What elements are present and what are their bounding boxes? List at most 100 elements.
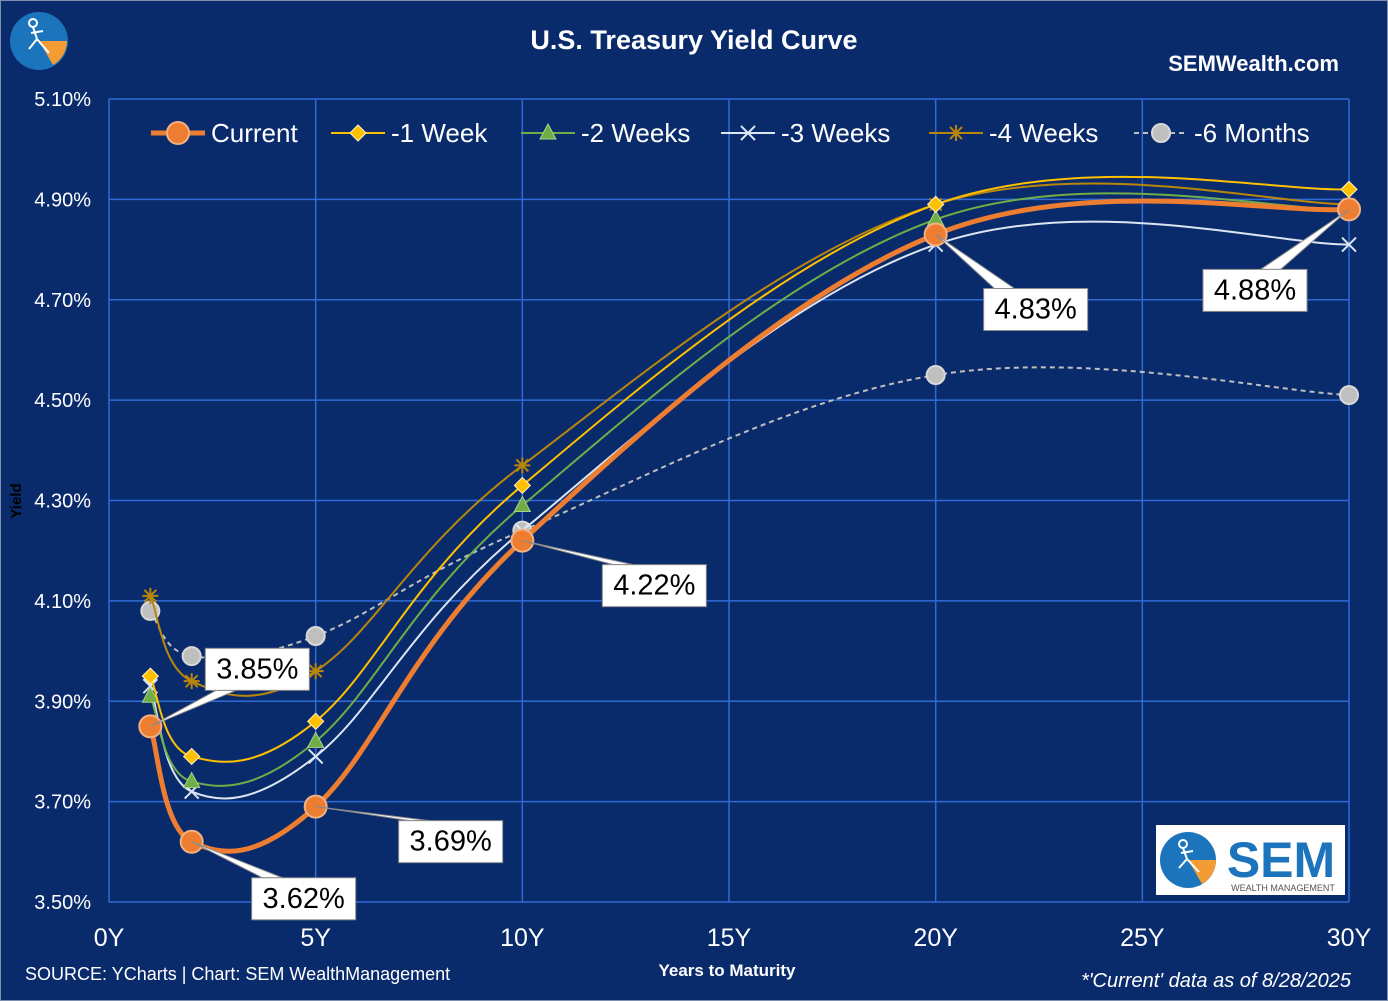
callout-label: 4.22% [613, 570, 695, 602]
series-line [149, 192, 1350, 787]
callout-box [983, 288, 1089, 332]
callout: 4.88% [1202, 208, 1350, 312]
series-4-weeks [142, 182, 1357, 697]
series-2-weeks [141, 192, 1358, 789]
y-tick-label: 3.70% [34, 792, 91, 814]
legend-label: -6 Months [1194, 118, 1310, 148]
legend-item-2-weeks: -2 Weeks [521, 118, 690, 148]
legend-marker [349, 124, 367, 142]
legend-item-3-weeks: -3 Weeks [721, 118, 890, 148]
x-tick-label: 20Y [913, 924, 958, 952]
callouts: 3.85% 3.62% 3.69% 4.22% 4.83% 4.88% [150, 208, 1350, 921]
callout-box [251, 877, 357, 921]
axis-tick-labels: 3.50% 3.70% 3.90% 4.10% 4.30% 4.50% 4.70% 4.90%… [34, 89, 1371, 952]
legend: Current -1 Week -2 Weeks -3 Weeks -4 Weeks -6… [151, 118, 1310, 148]
callout-box [204, 647, 310, 691]
callout-label: 3.69% [410, 826, 492, 858]
y-tick-label: 4.50% [34, 390, 91, 412]
legend-item-current: Current [151, 118, 298, 148]
callout: 3.85% [150, 647, 310, 727]
x-tick-label: 0Y [94, 924, 125, 952]
series-line [149, 182, 1350, 697]
series-line [149, 220, 1350, 800]
series-line [149, 175, 1350, 763]
data-point [513, 495, 532, 513]
callout-box [398, 820, 504, 864]
y-tick-label: 3.50% [34, 892, 91, 914]
legend-label: -4 Weeks [989, 118, 1098, 148]
y-tick-label: 4.10% [34, 591, 91, 613]
data-point [182, 771, 201, 789]
y-tick-label: 4.90% [34, 189, 91, 211]
as-of-note: *'Current' data as of 8/28/2025 [1081, 970, 1352, 992]
data-point [925, 365, 946, 386]
legend-label: -3 Weeks [781, 118, 890, 148]
sem-logo: SEM WEALTH MANAGEMENT [1156, 825, 1345, 895]
data-point [141, 667, 160, 685]
data-point [141, 686, 160, 703]
grid [108, 98, 1350, 903]
y-axis-label: Yield [8, 483, 25, 518]
callout-label: 4.83% [995, 294, 1077, 326]
callout-label: 3.62% [263, 883, 345, 915]
series-1-week [141, 175, 1358, 766]
callout: 4.83% [935, 234, 1089, 332]
x-tick-label: 30Y [1327, 924, 1372, 952]
legend-marker [166, 121, 190, 145]
data-point [514, 457, 531, 474]
callout: 3.62% [191, 841, 357, 921]
legend-marker [948, 125, 964, 141]
data-point [305, 626, 326, 647]
legend-item-6-months: -6 Months [1134, 118, 1310, 148]
data-point [306, 712, 325, 731]
data-point [926, 195, 945, 214]
series-6-months [140, 365, 1359, 667]
data-point [1340, 180, 1358, 199]
x-tick-label: 15Y [707, 924, 752, 952]
logo-name: SEM [1227, 832, 1335, 888]
data-point [1341, 236, 1357, 253]
sem-logo-icon [1160, 832, 1216, 888]
data-point [307, 663, 324, 680]
callout-box [601, 564, 707, 608]
legend-marker [539, 122, 557, 140]
callout: 3.69% [315, 806, 504, 864]
y-tick-label: 3.90% [34, 691, 91, 713]
data-point [1339, 385, 1359, 406]
x-tick-label: 10Y [500, 924, 545, 952]
data-point [142, 587, 159, 604]
callout-pointer [522, 540, 634, 566]
chart-title: U.S. Treasury Yield Curve [530, 25, 857, 55]
callout-pointer [1258, 208, 1350, 270]
source-note: SOURCE: YCharts | Chart: SEM WealthManag… [25, 964, 450, 984]
data-point [182, 747, 201, 766]
series-layer [138, 175, 1361, 854]
callout: 4.22% [522, 540, 707, 608]
legend-item-4-weeks: -4 Weeks [929, 118, 1098, 148]
data-point [181, 646, 202, 667]
callout-pointer [150, 689, 237, 727]
legend-label: Current [211, 118, 298, 148]
x-tick-label: 5Y [300, 924, 331, 952]
legend-label: -1 Week [391, 118, 488, 148]
data-point [307, 748, 324, 765]
y-tick-label: 4.70% [34, 290, 91, 312]
logo-tagline: WEALTH MANAGEMENT [1231, 883, 1335, 893]
legend-marker [1151, 123, 1171, 143]
legend-item-1-week: -1 Week [331, 118, 488, 148]
data-point [513, 476, 532, 495]
brand-url: SEMWealth.com [1168, 51, 1339, 76]
callout-pointer [935, 234, 1017, 290]
callout-pointer [315, 806, 430, 822]
y-tick-label: 4.30% [34, 491, 91, 513]
legend-marker [740, 125, 756, 141]
callout-label: 4.88% [1214, 274, 1296, 306]
callout-label: 3.85% [216, 653, 298, 685]
legend-label: -2 Weeks [581, 118, 690, 148]
callout-pointer [191, 841, 283, 879]
series-line [149, 366, 1350, 660]
data-point [306, 731, 325, 748]
y-tick-label: 5.10% [34, 89, 91, 111]
